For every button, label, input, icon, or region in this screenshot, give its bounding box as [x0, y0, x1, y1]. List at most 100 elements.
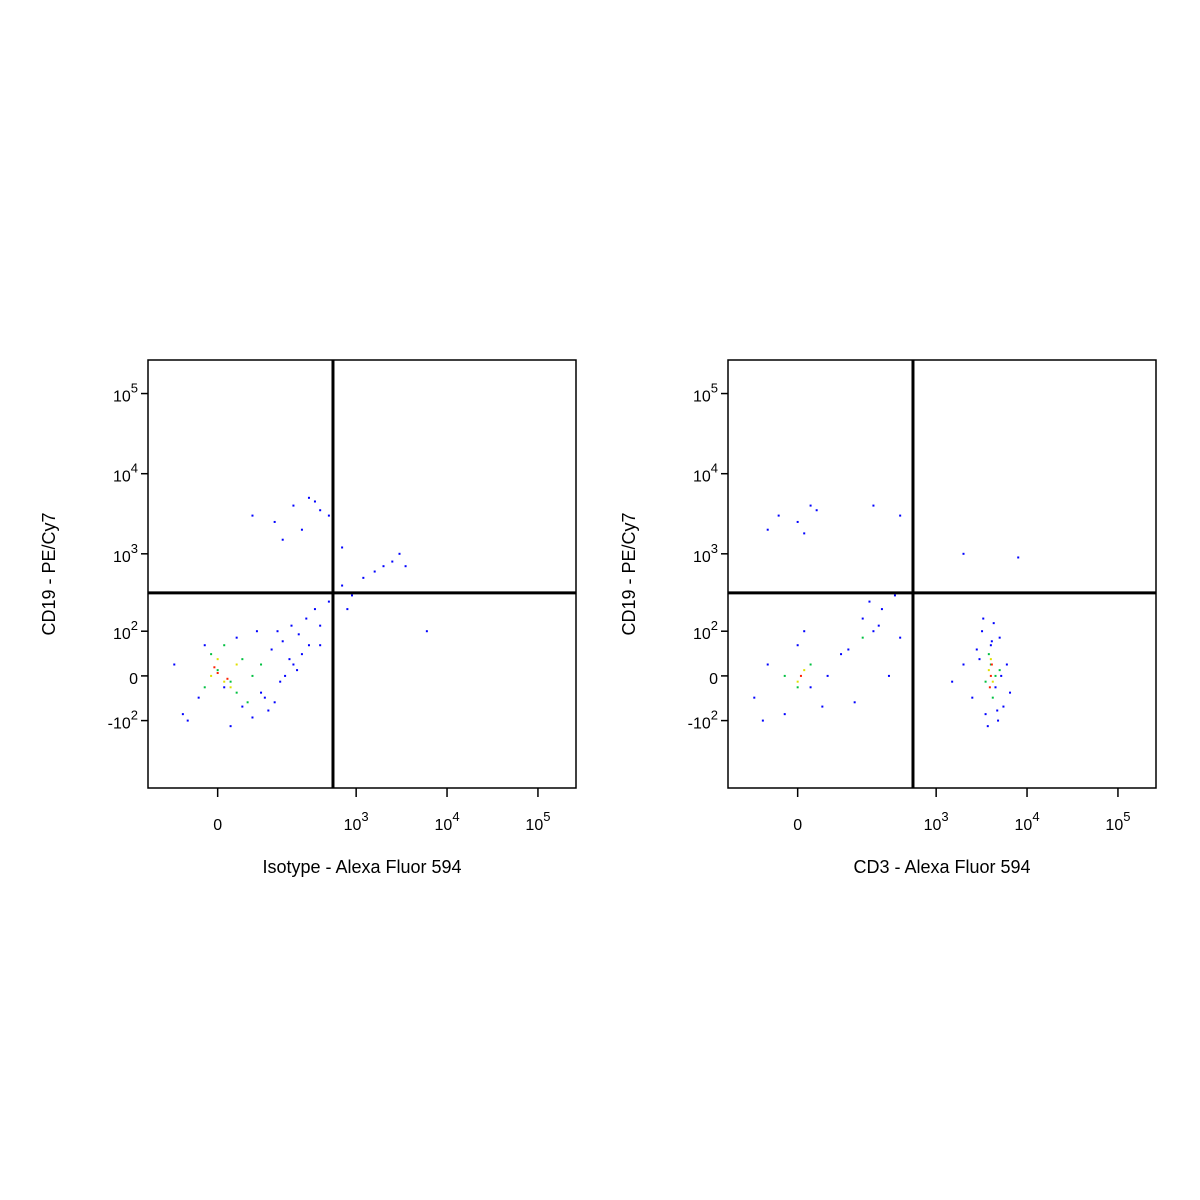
event-dot: [241, 658, 244, 661]
event-dot: [868, 600, 871, 603]
event-dot: [251, 716, 254, 719]
event-dot: [313, 608, 316, 611]
y-tick-label: -102: [108, 708, 138, 733]
y-tick-label: 103: [693, 541, 718, 566]
event-dot: [783, 713, 786, 716]
event-dot: [251, 514, 254, 517]
event-dot: [1005, 663, 1008, 666]
event-dot: [971, 696, 974, 699]
event-dot: [351, 594, 354, 597]
event-dot: [978, 658, 981, 661]
event-dot: [210, 653, 213, 656]
event-dot: [984, 680, 987, 683]
event-dot: [986, 725, 989, 728]
event-dot: [260, 691, 263, 694]
x-tick-label: 104: [1015, 809, 1040, 834]
event-dot: [994, 686, 997, 689]
event-dot: [226, 677, 229, 680]
event-dot: [990, 640, 993, 643]
event-dot: [984, 713, 987, 716]
event-dot: [270, 648, 273, 651]
event-dot: [809, 686, 812, 689]
event-dot: [229, 680, 232, 683]
event-dot: [982, 617, 985, 620]
y-tick-label: 0: [709, 671, 718, 688]
event-dot: [796, 686, 799, 689]
event-dot: [362, 576, 365, 579]
event-dot: [373, 570, 376, 573]
y-tick-label: 104: [693, 461, 718, 486]
event-dot: [989, 674, 992, 677]
event-dot: [861, 617, 864, 620]
plot-frame: [147, 359, 577, 789]
event-dot: [826, 674, 829, 677]
event-dot: [872, 504, 875, 507]
y-axis-label: CD19 - PE/Cy7: [39, 512, 59, 635]
event-dot: [181, 713, 184, 716]
y-tick-label: -102: [688, 708, 718, 733]
event-dot: [292, 663, 295, 666]
event-dot: [327, 514, 330, 517]
event-dot: [991, 696, 994, 699]
event-dot: [799, 674, 802, 677]
event-dot: [987, 653, 990, 656]
event-dot: [994, 674, 997, 677]
y-tick-label: 0: [129, 671, 138, 688]
event-dot: [235, 691, 238, 694]
event-dot: [880, 608, 883, 611]
event-dot: [975, 648, 978, 651]
event-dot: [197, 696, 200, 699]
event-dot: [223, 686, 226, 689]
event-dot: [989, 644, 992, 647]
event-dot: [260, 663, 263, 666]
event-dot: [1000, 674, 1003, 677]
event-dot: [991, 680, 994, 683]
event-dot: [229, 725, 232, 728]
event-dot: [290, 624, 293, 627]
event-dot: [777, 514, 780, 517]
event-dot: [998, 636, 1001, 639]
event-dot: [327, 600, 330, 603]
x-tick-label: 105: [525, 809, 550, 834]
event-dot: [296, 669, 299, 672]
event-dot: [273, 520, 276, 523]
event-dot: [899, 514, 902, 517]
event-dot: [1009, 691, 1012, 694]
event-dot: [292, 504, 295, 507]
event-dot: [251, 674, 254, 677]
event-dot: [341, 546, 344, 549]
plot-frame: [727, 359, 1157, 789]
x-axis-label: CD3 - Alexa Fluor 594: [853, 857, 1030, 877]
event-dot: [398, 552, 401, 555]
event-dot: [173, 663, 176, 666]
event-dot: [990, 663, 993, 666]
event-dot: [288, 658, 291, 661]
panel: -102 0 102 103 104 105 0 103 104 105 Isotype - Ale…: [39, 359, 577, 877]
x-tick-label: 105: [1105, 809, 1130, 834]
x-tick-label: 103: [344, 809, 369, 834]
event-dot: [255, 630, 258, 633]
y-tick-label: 104: [113, 461, 138, 486]
event-dot: [872, 630, 875, 633]
event-dot: [783, 674, 786, 677]
event-dot: [213, 666, 216, 669]
event-dot: [821, 705, 824, 708]
event-dot: [281, 538, 284, 541]
event-dot: [319, 624, 322, 627]
event-dot: [203, 686, 206, 689]
event-dot: [186, 719, 189, 722]
event-dot: [307, 644, 310, 647]
event-dot: [962, 663, 965, 666]
event-dot: [803, 630, 806, 633]
event-dot: [997, 719, 1000, 722]
event-dot: [877, 624, 880, 627]
event-dot: [989, 658, 992, 661]
event-dot: [887, 674, 890, 677]
event-dot: [803, 532, 806, 535]
event-dot: [346, 608, 349, 611]
event-dot: [766, 663, 769, 666]
event-dot: [1017, 556, 1020, 559]
y-tick-label: 102: [113, 619, 138, 644]
event-dot: [235, 636, 238, 639]
event-dot: [263, 696, 266, 699]
